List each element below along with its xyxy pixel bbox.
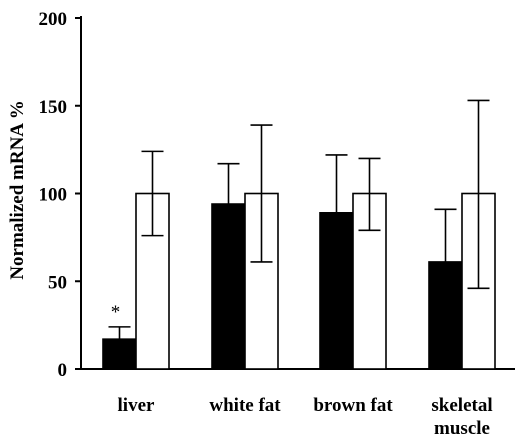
bar (102, 338, 137, 370)
y-tick-label: 200 (39, 9, 68, 30)
x-category-label: liver (118, 395, 155, 416)
y-tick-label: 100 (39, 185, 68, 206)
y-tick-label: 0 (58, 360, 68, 381)
y-axis-title: Normalized mRNA % (7, 100, 28, 279)
x-category-label: muscle (434, 418, 490, 439)
y-tick-label: 50 (48, 272, 67, 293)
significance-asterisk: * (111, 302, 121, 323)
bar (211, 203, 246, 370)
bar (319, 212, 354, 370)
plot-area: 0 50 100 150 200 liver white fat brown fat skele… (39, 9, 515, 439)
y-tick-label: 150 (39, 97, 68, 118)
bar (428, 261, 463, 370)
x-category-label: brown fat (313, 395, 393, 416)
x-category-label: skeletal (431, 395, 492, 416)
x-category-label: white fat (209, 395, 281, 416)
